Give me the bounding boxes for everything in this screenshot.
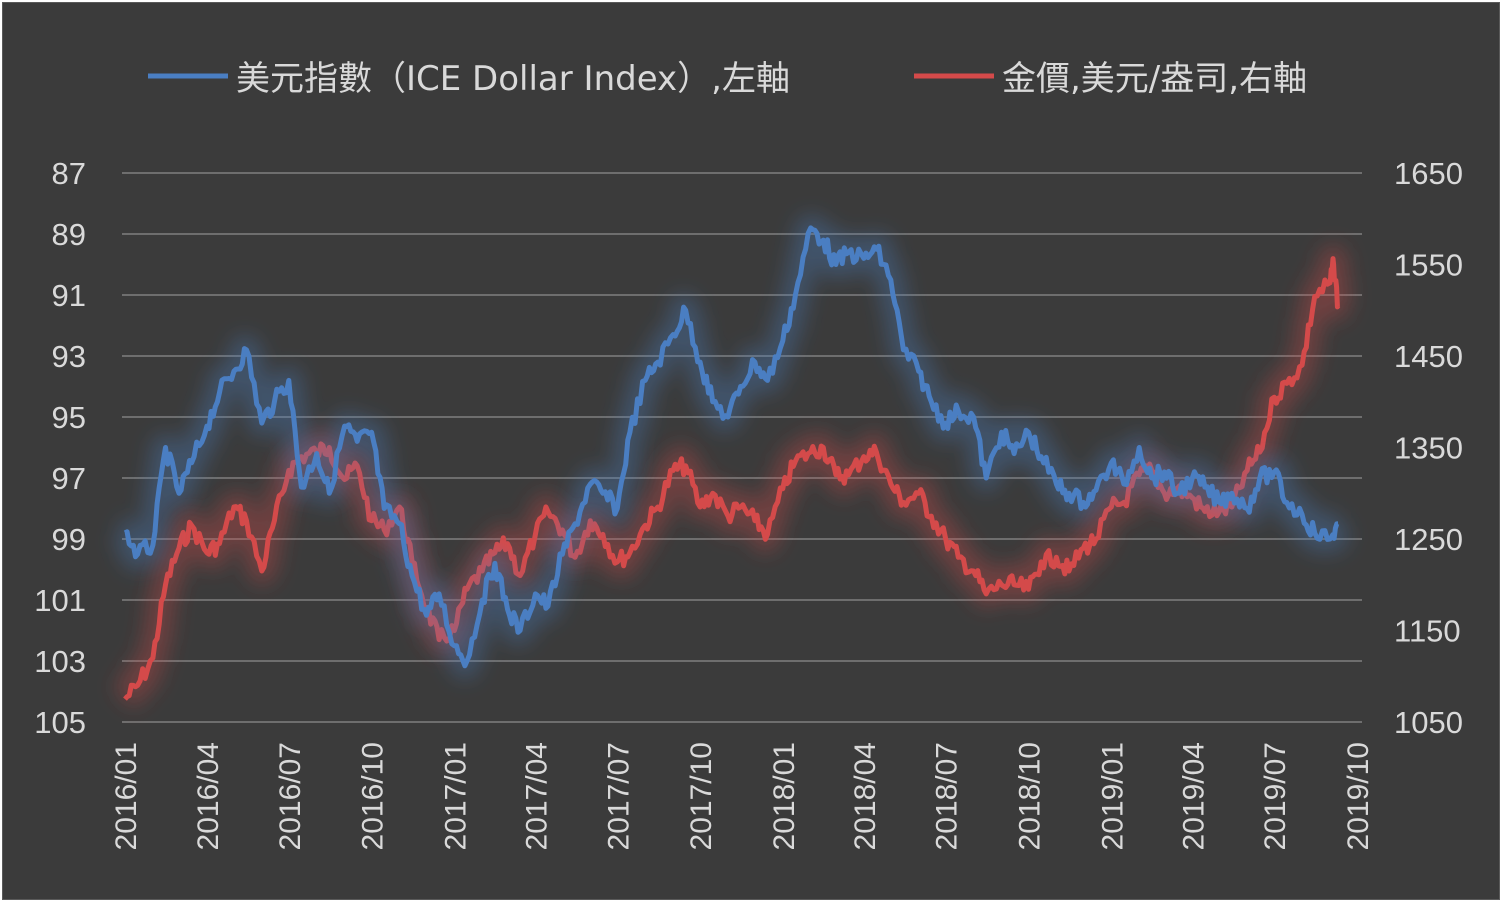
x-tick-label: 2016/07 bbox=[274, 742, 307, 850]
x-tick-label: 2018/10 bbox=[1014, 742, 1047, 850]
right-tick-label: 1150 bbox=[1394, 614, 1461, 649]
x-tick-label: 2018/04 bbox=[849, 742, 882, 850]
dollar-index-line bbox=[123, 225, 1340, 669]
x-tick-label: 2017/04 bbox=[520, 742, 553, 850]
right-tick-label: 1350 bbox=[1394, 431, 1463, 466]
x-tick-label: 2017/07 bbox=[602, 742, 635, 850]
right-tick-label: 1450 bbox=[1394, 339, 1463, 374]
right-axis-ticks: 1650 1550 1450 1350 1250 1150 1050 bbox=[1394, 156, 1463, 740]
x-tick-label: 2019/04 bbox=[1177, 742, 1210, 850]
left-tick-label: 97 bbox=[52, 461, 86, 496]
right-tick-label: 1650 bbox=[1394, 156, 1463, 191]
left-tick-label: 87 bbox=[52, 156, 86, 191]
x-tick-label: 2018/07 bbox=[931, 742, 964, 850]
x-tick-label: 2017/10 bbox=[685, 742, 718, 850]
x-tick-label: 2016/10 bbox=[357, 742, 390, 850]
left-tick-label: 101 bbox=[34, 583, 86, 618]
legend: 美元指數（ICE Dollar Index）,左軸 金價,美元/盎司,右軸 bbox=[148, 59, 1307, 99]
legend-label-gold-price: 金價,美元/盎司,右軸 bbox=[1002, 59, 1307, 99]
x-tick-label: 2019/10 bbox=[1342, 742, 1375, 850]
left-tick-label: 105 bbox=[34, 705, 86, 740]
series bbox=[114, 214, 1351, 710]
left-axis-ticks: 87 89 91 93 95 97 99 101 103 105 bbox=[34, 156, 86, 740]
right-tick-label: 1550 bbox=[1394, 248, 1463, 283]
left-tick-label: 89 bbox=[52, 217, 86, 252]
right-tick-label: 1250 bbox=[1394, 522, 1463, 557]
x-tick-label: 2018/01 bbox=[768, 742, 801, 850]
left-tick-label: 99 bbox=[52, 522, 86, 557]
x-tick-label: 2016/04 bbox=[192, 742, 225, 850]
x-tick-label: 2019/01 bbox=[1096, 742, 1129, 850]
left-tick-label: 95 bbox=[52, 400, 86, 435]
x-tick-label: 2017/01 bbox=[439, 742, 472, 850]
left-tick-label: 91 bbox=[52, 278, 86, 313]
x-tick-label: 2016/01 bbox=[110, 742, 143, 850]
right-tick-label: 1050 bbox=[1394, 705, 1463, 740]
x-tick-label: 2019/07 bbox=[1259, 742, 1292, 850]
legend-label-dollar-index: 美元指數（ICE Dollar Index）,左軸 bbox=[236, 59, 790, 99]
left-tick-label: 103 bbox=[34, 644, 86, 679]
left-tick-label: 93 bbox=[52, 339, 86, 374]
x-axis-ticks: 2016/01 2016/04 2016/07 2016/10 2017/01 2017/… bbox=[110, 742, 1375, 850]
